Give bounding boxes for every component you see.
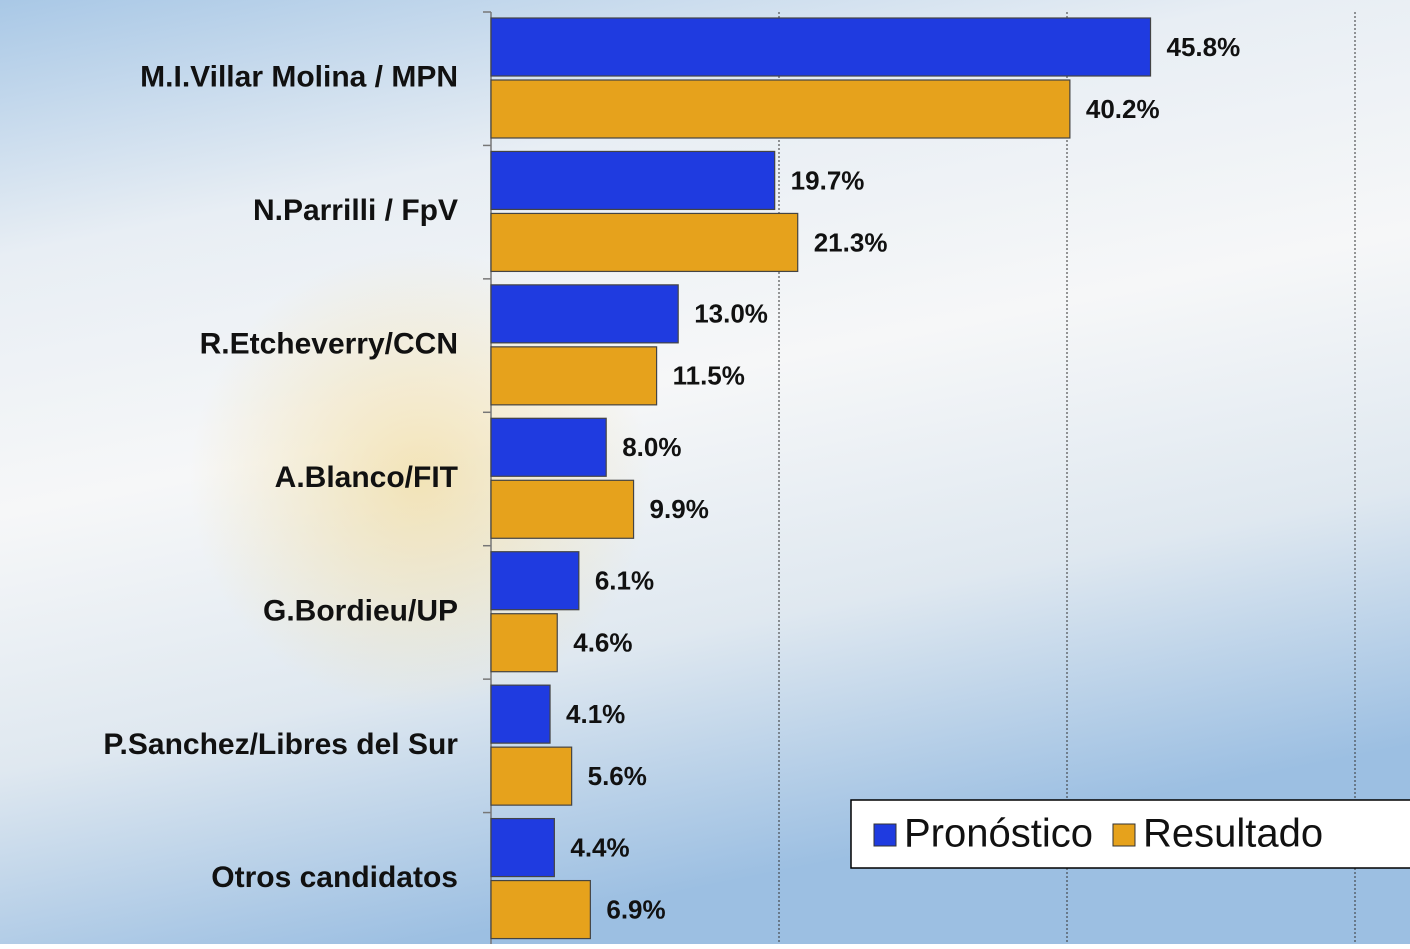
category-label: N.Parrilli / FpV	[253, 194, 458, 227]
legend-swatch	[1112, 823, 1136, 847]
value-label: 45.8%	[1167, 32, 1241, 62]
value-label: 21.3%	[814, 227, 888, 257]
value-label: 40.2%	[1086, 94, 1160, 124]
category-label: G.Bordieu/UP	[263, 594, 458, 627]
bar	[490, 551, 580, 611]
value-label: 5.6%	[588, 761, 647, 791]
bar	[490, 746, 573, 806]
bar	[490, 346, 658, 406]
legend: Pronóstico Resultado	[850, 799, 1410, 869]
bar	[490, 212, 799, 273]
bar	[490, 417, 607, 477]
value-label: 19.7%	[791, 165, 865, 195]
bar	[490, 479, 635, 539]
value-label: 4.6%	[573, 628, 632, 658]
value-label: 6.1%	[595, 566, 654, 596]
value-label: 4.4%	[570, 832, 629, 862]
legend-label: Pronóstico	[904, 812, 1093, 856]
value-label: 8.0%	[622, 432, 681, 462]
legend-swatch	[873, 823, 897, 847]
value-label: 4.1%	[566, 699, 625, 729]
value-label: 6.9%	[606, 894, 665, 924]
bar	[490, 17, 1152, 77]
bar	[490, 284, 679, 344]
legend-label: Resultado	[1143, 812, 1323, 856]
category-label: P.Sanchez/Libres del Sur	[103, 728, 458, 761]
bar	[490, 684, 551, 744]
category-label: R.Etcheverry/CCN	[200, 327, 458, 360]
bar	[490, 613, 558, 673]
value-label: 13.0%	[694, 299, 768, 329]
category-label: Otros candidatos	[211, 861, 458, 894]
category-label: M.I.Villar Molina / MPN	[140, 61, 458, 94]
bar	[490, 150, 776, 211]
bar	[490, 879, 591, 940]
value-label: 11.5%	[673, 361, 745, 391]
category-label: A.Blanco/FIT	[275, 461, 458, 494]
bar	[490, 79, 1071, 139]
bar	[490, 817, 555, 878]
value-label: 9.9%	[650, 494, 709, 524]
